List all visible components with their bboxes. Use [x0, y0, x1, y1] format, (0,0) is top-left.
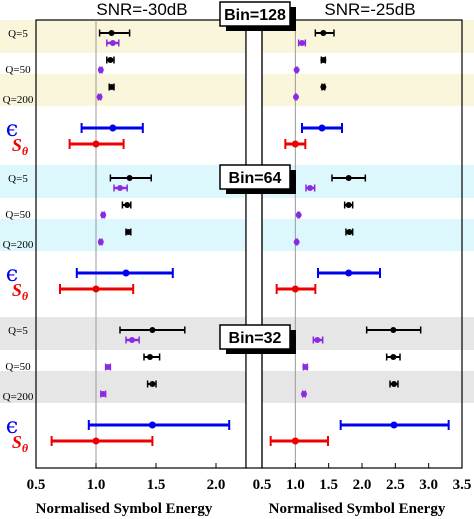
data-point — [318, 124, 326, 132]
data-point — [96, 94, 103, 100]
bin-label-box — [219, 1, 291, 27]
data-point — [107, 57, 114, 63]
data-point — [149, 381, 156, 387]
panel-snr-25db: 0.5 1.0 1.5 2.0 2.5 3.0 3.5 — [253, 19, 472, 493]
row-label-q200: Q=200 — [3, 391, 34, 403]
data-point — [109, 40, 116, 46]
x-tick-label: 2.0 — [207, 477, 226, 493]
data-point — [100, 391, 107, 397]
data-point — [109, 124, 117, 132]
bin-label: Bin=32 — [229, 330, 282, 347]
row-label-q5: Q=5 — [8, 325, 28, 337]
data-point — [100, 212, 107, 218]
left-x-axis-label: Normalised Symbol Energy — [36, 501, 213, 517]
band — [0, 74, 474, 106]
band — [0, 219, 474, 251]
data-point — [97, 239, 104, 245]
row-label-q50: Q=50 — [5, 64, 31, 76]
x-tick-label: 2.5 — [386, 477, 405, 493]
data-point — [390, 354, 397, 360]
data-point — [125, 229, 132, 235]
row-label-s-theta: Sθ — [12, 432, 29, 455]
data-point — [117, 185, 123, 191]
bin-label-box — [219, 164, 291, 190]
data-point — [390, 421, 398, 429]
right-panel-title: SNR=-25dB — [324, 0, 415, 19]
data-point — [307, 185, 313, 191]
row-label-s-theta: Sθ — [12, 135, 29, 158]
row-label-q50: Q=50 — [5, 361, 31, 373]
data-point — [345, 175, 352, 181]
bin-label: Bin=64 — [229, 170, 282, 187]
row-label-epsilon: ϵ — [6, 414, 18, 439]
row-label-q200: Q=200 — [3, 239, 34, 251]
panel-snr-30db: 0.5 1.0 1.5 2.0 — [27, 19, 263, 493]
bin-label: Bin=128 — [224, 7, 286, 24]
bin-labels: Bin=128 Bin=64 Bin=32 — [219, 1, 296, 354]
data-point — [291, 140, 299, 148]
row-label-q5: Q=5 — [8, 28, 28, 40]
data-point — [291, 285, 299, 293]
data-point — [129, 337, 135, 343]
row-label-q200: Q=200 — [3, 94, 34, 106]
x-tick-label: 1.5 — [319, 477, 338, 493]
data-point — [92, 437, 100, 445]
data-point — [293, 239, 300, 245]
data-point — [148, 421, 156, 429]
data-point — [105, 364, 111, 370]
data-point — [149, 327, 156, 333]
bin-label-box — [219, 324, 291, 350]
data-point — [390, 327, 397, 333]
x-tick-label: 1.5 — [147, 477, 166, 493]
row-label-epsilon: ϵ — [6, 262, 18, 287]
left-panel-title: SNR=-30dB — [96, 0, 187, 19]
data-point — [299, 40, 305, 46]
data-point — [301, 391, 307, 397]
data-point — [346, 229, 353, 235]
data-point — [320, 30, 327, 36]
x-tick-label: 2.0 — [353, 477, 372, 493]
data-point — [126, 175, 133, 181]
data-point — [92, 285, 100, 293]
data-point — [108, 30, 115, 36]
row-label-q50: Q=50 — [5, 209, 31, 221]
row-labels: Q=5Q=50Q=200ϵSθQ=5Q=50Q=200ϵSθQ=5Q=50Q=2… — [3, 28, 34, 455]
row-label-q5: Q=5 — [8, 173, 28, 185]
data-point — [293, 67, 300, 73]
data-point — [122, 269, 130, 277]
data-point — [320, 84, 327, 90]
x-tick-label: 0.5 — [253, 477, 272, 493]
data-point — [92, 140, 100, 148]
data-point — [345, 269, 353, 277]
panel-gap — [245, 19, 263, 469]
data-point — [345, 202, 352, 208]
data-point — [293, 94, 299, 100]
data-point — [295, 212, 302, 218]
data-point — [124, 202, 131, 208]
x-tick-label: 3.5 — [453, 477, 472, 493]
data-point — [147, 354, 153, 360]
data-point — [391, 381, 397, 387]
row-label-s-theta: Sθ — [12, 280, 29, 303]
x-tick-label: 1.0 — [87, 477, 106, 493]
row-label-epsilon: ϵ — [6, 117, 18, 142]
x-tick-label: 3.0 — [419, 477, 438, 493]
right-x-axis-label: Normalised Symbol Energy — [269, 501, 446, 517]
band — [0, 371, 474, 403]
data-point — [108, 84, 115, 90]
data-point — [97, 67, 104, 73]
data-point — [320, 57, 327, 63]
data-point — [302, 364, 309, 370]
data-point — [291, 437, 299, 445]
x-tick-label: 0.5 — [27, 477, 46, 493]
x-tick-label: 1.0 — [286, 477, 305, 493]
data-point — [314, 337, 321, 343]
